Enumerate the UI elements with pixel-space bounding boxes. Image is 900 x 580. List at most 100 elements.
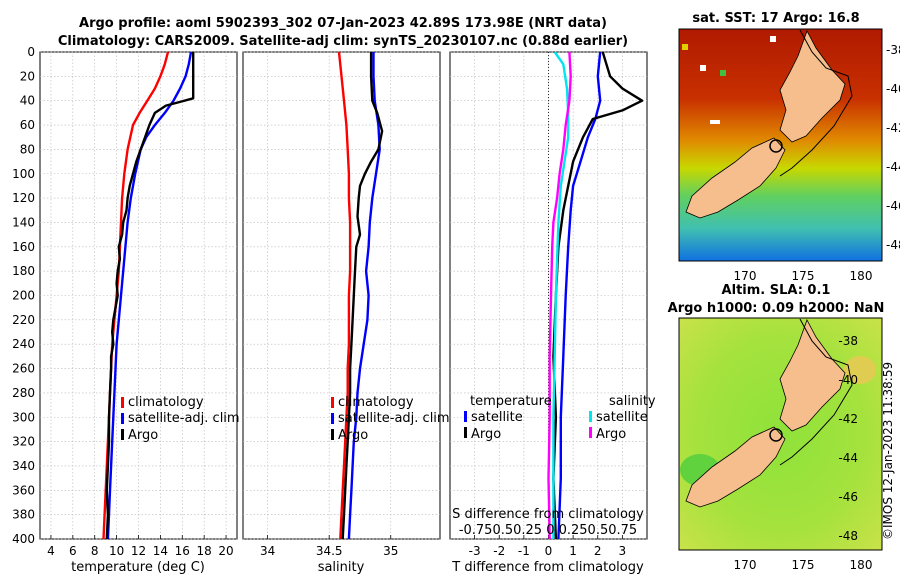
difference-legend: temperature satellite Argo salinity sate… [464, 394, 656, 442]
difference-xlabel: T difference from climatology [451, 560, 644, 575]
x-tick-label: 18 [197, 544, 212, 558]
sst-ytick: -38 [886, 43, 900, 57]
north-island-land [779, 30, 846, 143]
argo-location [769, 139, 783, 153]
sst-map-title: sat. SST: 17 Argo: 16.8 [692, 11, 859, 26]
sla-xtick: 175 [792, 558, 815, 572]
sst-xtick: 170 [734, 269, 757, 283]
x-tick-label: 34.5 [316, 544, 343, 558]
legend-label: climatology [338, 395, 414, 410]
legend-label: climatology [128, 395, 204, 410]
x-tick-label: 4 [47, 544, 55, 558]
y-tick-label: 140 [12, 215, 35, 229]
legend-swatch-s-argo [589, 427, 592, 438]
legend-label: satellite-adj. clim [128, 411, 240, 426]
y-tick-label: 320 [12, 435, 35, 449]
south-island-land [685, 137, 786, 219]
sst-xtick: 175 [792, 269, 815, 283]
sla-ytick: -48 [838, 529, 858, 543]
y-tick-label: 160 [12, 240, 35, 254]
sla-ytick: -42 [838, 412, 858, 426]
legend-label: Argo [471, 427, 501, 442]
salinity-xlabel: salinity [318, 560, 365, 575]
legend-swatch-satellite [121, 413, 124, 424]
x-tick-label: 2 [594, 544, 602, 558]
temperature-plot: 4 6 8 10 12 14 16 18 20 [40, 51, 237, 558]
y-tick-label: 0 [27, 45, 35, 59]
y-tick-label: 20 [20, 69, 35, 83]
y-tick-label: 380 [12, 508, 35, 522]
y-tick-label: 40 [20, 94, 35, 108]
y-tick-label: 360 [12, 483, 35, 497]
x-tick-label: 34 [260, 544, 275, 558]
y-tick-label: 180 [12, 264, 35, 278]
series-line-argo [341, 52, 384, 540]
x-tick-label: 20 [218, 544, 233, 558]
sla-map-title-2: Argo h1000: 0.09 h2000: NaN [668, 301, 885, 316]
sla-xtick: 170 [734, 558, 757, 572]
legend-label: Argo [596, 427, 626, 442]
y-tick-label: 100 [12, 167, 35, 181]
temperature-xlabel: temperature (deg C) [71, 560, 205, 575]
y-tick-label: 60 [20, 118, 35, 132]
x-tick-label: -1 [518, 544, 530, 558]
y-tick-label: 120 [12, 191, 35, 205]
sst-pixel [770, 36, 776, 42]
legend-swatch-argo [331, 429, 334, 440]
argo-location [769, 428, 783, 442]
legend-label: Argo [128, 428, 158, 443]
sla-map-ticks: 170 175 180 -38 -40 -42 -44 -46 -48 [734, 334, 873, 572]
depth-tick-labels: 0 20 40 60 80 100 120 140 160 180 200 220 240 260 280 3… [12, 45, 35, 546]
y-tick-label: 280 [12, 386, 35, 400]
x-tick-label: 6 [69, 544, 77, 558]
temperature-legend: climatology satellite-adj. clim Argo [121, 395, 240, 443]
salinity-legend: climatology satellite-adj. clim Argo [331, 395, 450, 443]
legend-swatch-climatology [331, 397, 334, 408]
x-tick-label: 0 [545, 544, 553, 558]
sst-ytick: -42 [886, 121, 900, 135]
y-tick-label: 80 [20, 142, 35, 156]
sla-ytick: -38 [838, 334, 858, 348]
sla-map-frame [678, 317, 883, 551]
legend-swatch-climatology [121, 397, 124, 408]
sst-pixel [700, 65, 706, 71]
legend-label: satellite [471, 410, 523, 425]
x-tick-label: 35 [383, 544, 398, 558]
y-tick-label: 220 [12, 313, 35, 327]
x-tick-label: 14 [153, 544, 168, 558]
legend-swatch-t-satellite [464, 411, 467, 422]
y-tick-label: 340 [12, 459, 35, 473]
legend-label: Argo [338, 428, 368, 443]
legend-title-salinity: salinity [609, 394, 656, 409]
legend-swatch-satellite [331, 413, 334, 424]
y-tick-label: 260 [12, 362, 35, 376]
series-line-argo [105, 52, 195, 540]
sst-ytick: -44 [886, 160, 900, 174]
y-tick-label: 240 [12, 337, 35, 351]
y-tick-label: 300 [12, 410, 35, 424]
difference-top-label: S difference from climatology [452, 507, 644, 522]
x-tick-label: -2 [493, 544, 505, 558]
x-tick-label: 8 [91, 544, 99, 558]
difference-plot: -3 -2 -1 0 1 2 3 [450, 51, 647, 558]
difference-top-ticks: -0.750.50.25 0 0.250.50.75 [459, 523, 637, 538]
series-line-climatology [337, 51, 352, 540]
title-line-1: Argo profile: aoml 5902393_302 07-Jan-20… [79, 16, 607, 31]
sst-map-frame [678, 28, 883, 262]
sst-map-ticks: 170 175 180 -38 -40 -42 -44 -46 -48 [734, 43, 900, 283]
series-line-t-satellite [557, 51, 602, 540]
legend-title-temperature: temperature [470, 394, 552, 409]
north-island-land [779, 319, 846, 432]
sst-map [679, 29, 882, 261]
south-island-land [685, 426, 786, 508]
sla-map-title-1: Altim. SLA: 0.1 [722, 283, 831, 298]
legend-label: satellite-adj. clim [338, 411, 450, 426]
series-line-s-argo [547, 51, 572, 540]
sla-ytick: -46 [838, 490, 858, 504]
legend-swatch-argo [121, 429, 124, 440]
series-line-satellite-adj-clim [106, 51, 193, 540]
sla-ytick: -44 [838, 451, 858, 465]
y-tick-label: 200 [12, 289, 35, 303]
sst-pixel [710, 120, 720, 124]
sla-ytick: -40 [838, 373, 858, 387]
